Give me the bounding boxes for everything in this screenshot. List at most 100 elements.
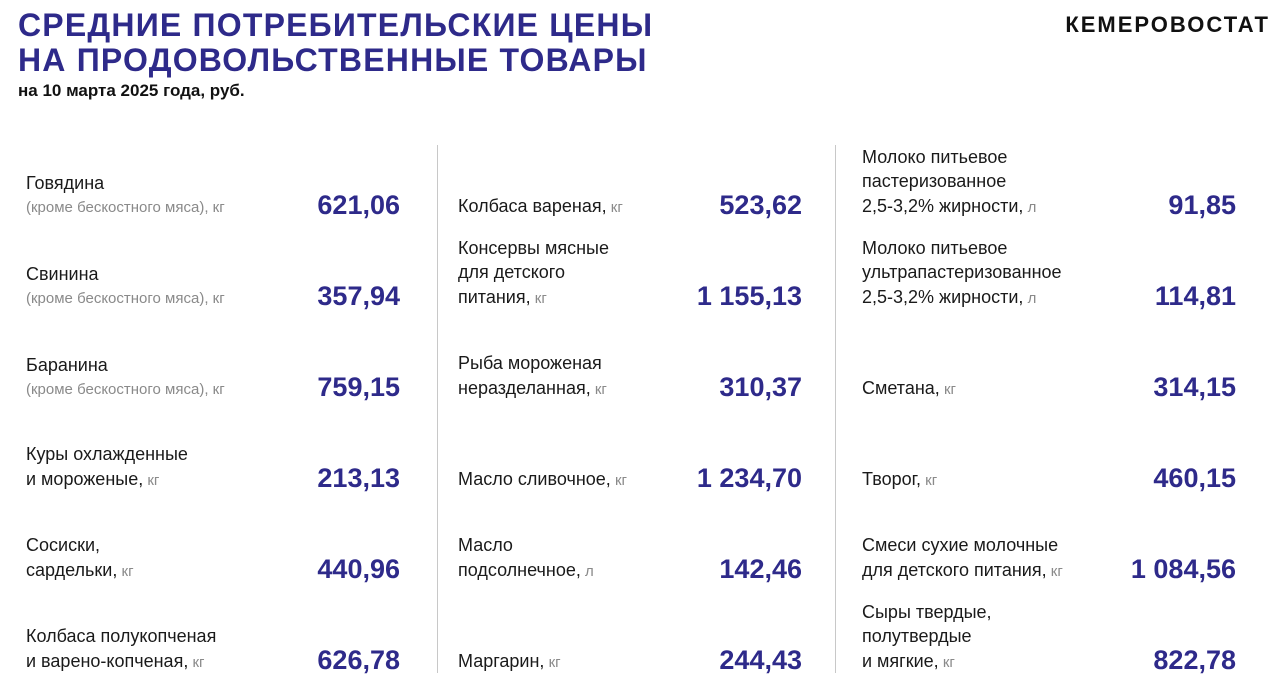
price-value: 626,78 — [317, 645, 400, 675]
price-item: Колбаса полукопченая и варено-копченая, к… — [26, 595, 400, 675]
product-name: Сыры твердые, полутвердые и мягкие, кг — [862, 600, 992, 676]
product-name-line: Консервы мясные — [458, 236, 609, 261]
product-name-text: для детского — [458, 262, 565, 282]
product-name-text: и мороженые, — [26, 468, 144, 489]
price-item: Консервы мясные для детского питания, кг 1 … — [458, 231, 802, 312]
product-name-line: подсолнечное, л — [458, 558, 594, 585]
product-name-line: неразделанная, кг — [458, 376, 607, 403]
price-value: 621,06 — [317, 190, 400, 220]
price-value: 310,37 — [719, 372, 802, 402]
price-item: Сыры твердые, полутвердые и мягкие, кг 822,… — [862, 595, 1236, 676]
page-title: СРЕДНИЕ ПОТРЕБИТЕЛЬСКИЕ ЦЕНЫ НА ПРОДОВОЛ… — [18, 8, 653, 78]
product-note: (кроме бескостного мяса), — [26, 380, 209, 398]
product-name: Масло сливочное, кг — [458, 467, 627, 494]
product-name-text: Куры охлажденные — [26, 444, 188, 464]
product-name-line: Маргарин, кг — [458, 649, 561, 676]
product-name: Консервы мясные для детского питания, кг — [458, 236, 609, 312]
price-item: Куры охлажденные и мороженые, кг 213,13 — [26, 413, 400, 493]
price-value: 523,62 — [719, 190, 802, 220]
product-name-text: Масло сливочное, — [458, 468, 611, 489]
price-column-3: Молоко питьевое пастеризованное 2,5-3,2% ж… — [862, 140, 1236, 685]
product-name-line: Свинина — [26, 262, 225, 287]
unit-label: кг — [1046, 562, 1063, 580]
product-name-text: Маргарин, — [458, 650, 545, 671]
product-name-line: полутвердые — [862, 624, 992, 649]
unit-label: кг — [544, 653, 561, 671]
price-item: Сосиски, сардельки, кг 440,96 — [26, 504, 400, 584]
price-value: 460,15 — [1153, 463, 1236, 493]
product-name: Куры охлажденные и мороженые, кг — [26, 442, 188, 493]
price-item: Молоко питьевое пастеризованное 2,5-3,2% ж… — [862, 140, 1236, 221]
price-value: 357,94 — [317, 281, 400, 311]
price-item: Говядина (кроме бескостного мяса), кг 621,… — [26, 140, 400, 220]
product-name-text: неразделанная, — [458, 377, 591, 398]
price-value: 244,43 — [719, 645, 802, 675]
product-name-text: и мягкие, — [862, 650, 939, 671]
product-name-line: Колбаса полукопченая — [26, 624, 216, 649]
price-item: Баранина (кроме бескостного мяса), кг 759,… — [26, 322, 400, 402]
unit-label: кг — [530, 289, 547, 307]
product-name-text: ультрапастеризованное — [862, 262, 1062, 282]
product-name-line: Масло — [458, 533, 594, 558]
product-name-line: для детского — [458, 260, 609, 285]
product-note-line: (кроме бескостного мяса), кг — [26, 287, 225, 312]
price-column-1: Говядина (кроме бескостного мяса), кг 621,… — [26, 140, 400, 685]
product-name: Колбаса полукопченая и варено-копченая, к… — [26, 624, 216, 675]
product-name: Смеси сухие молочные для детского питания… — [862, 533, 1063, 584]
price-item: Творог, кг 460,15 — [862, 413, 1236, 493]
unit-label: кг — [208, 198, 225, 216]
brand-logo: КЕМЕРОВОСТАТ — [1065, 12, 1270, 37]
price-value: 91,85 — [1168, 190, 1236, 220]
product-name: Колбаса вареная, кг — [458, 194, 623, 221]
price-item: Колбаса вареная, кг 523,62 — [458, 140, 802, 220]
product-name-text: Свинина — [26, 264, 99, 284]
product-name-text: Рыба мороженая — [458, 353, 602, 373]
product-name: Маргарин, кг — [458, 649, 561, 676]
unit-label: кг — [208, 289, 225, 307]
product-name-text: полутвердые — [862, 626, 972, 646]
price-item: Молоко питьевое ультрапастеризованное 2,5-… — [862, 231, 1236, 312]
product-name: Рыба мороженая неразделанная, кг — [458, 351, 607, 402]
price-value: 213,13 — [317, 463, 400, 493]
product-name: Сосиски, сардельки, кг — [26, 533, 134, 584]
product-name-text: Говядина — [26, 173, 105, 193]
product-note: (кроме бескостного мяса), — [26, 198, 209, 216]
product-name-line: Молоко питьевое — [862, 145, 1036, 170]
product-name-text: Консервы мясные — [458, 237, 609, 258]
product-name-line: пастеризованное — [862, 169, 1036, 194]
product-name-text: Сметана, — [862, 377, 940, 398]
price-item: Смеси сухие молочные для детского питания… — [862, 504, 1236, 584]
price-value: 440,96 — [317, 554, 400, 584]
unit-label: кг — [939, 380, 956, 398]
price-value: 114,81 — [1154, 281, 1236, 311]
price-value: 822,78 — [1153, 645, 1236, 675]
product-name-line: Сметана, кг — [862, 376, 956, 403]
product-name-text: Сыры твердые, — [862, 601, 992, 622]
product-name-line: Сосиски, — [26, 533, 134, 558]
column-divider — [835, 145, 836, 673]
price-item: Масло сливочное, кг 1 234,70 — [458, 413, 802, 493]
product-note-line: (кроме бескостного мяса), кг — [26, 378, 225, 403]
product-name-text: Творог, — [862, 468, 921, 489]
product-name-line: питания, кг — [458, 285, 609, 312]
price-item: Рыба мороженая неразделанная, кг 310,37 — [458, 322, 802, 402]
product-name-line: Смеси сухие молочные — [862, 533, 1063, 558]
column-divider — [437, 145, 438, 673]
product-name-text: Колбаса полукопченая — [26, 626, 217, 646]
price-item: Свинина (кроме бескостного мяса), кг 357,9… — [26, 231, 400, 311]
product-name: Масло подсолнечное, л — [458, 533, 594, 584]
product-name-line: Молоко питьевое — [862, 236, 1062, 261]
title-line-2: НА ПРОДОВОЛЬСТВЕННЫЕ ТОВАРЫ — [18, 42, 648, 78]
product-name-text: для детского питания, — [862, 559, 1047, 580]
product-name-line: Рыба мороженая — [458, 351, 607, 376]
product-name: Баранина (кроме бескостного мяса), кг — [26, 353, 225, 402]
price-value: 1 234,70 — [696, 463, 802, 493]
product-note-line: (кроме бескостного мяса), кг — [26, 196, 225, 221]
unit-label: кг — [610, 471, 628, 489]
product-name-line: Творог, кг — [862, 467, 937, 494]
product-name: Молоко питьевое пастеризованное 2,5-3,2% ж… — [862, 145, 1036, 221]
price-item: Масло подсолнечное, л 142,46 — [458, 504, 802, 584]
product-name-text: Сосиски, — [26, 535, 100, 555]
price-value: 314,15 — [1153, 372, 1236, 402]
product-note: (кроме бескостного мяса), — [26, 289, 209, 307]
